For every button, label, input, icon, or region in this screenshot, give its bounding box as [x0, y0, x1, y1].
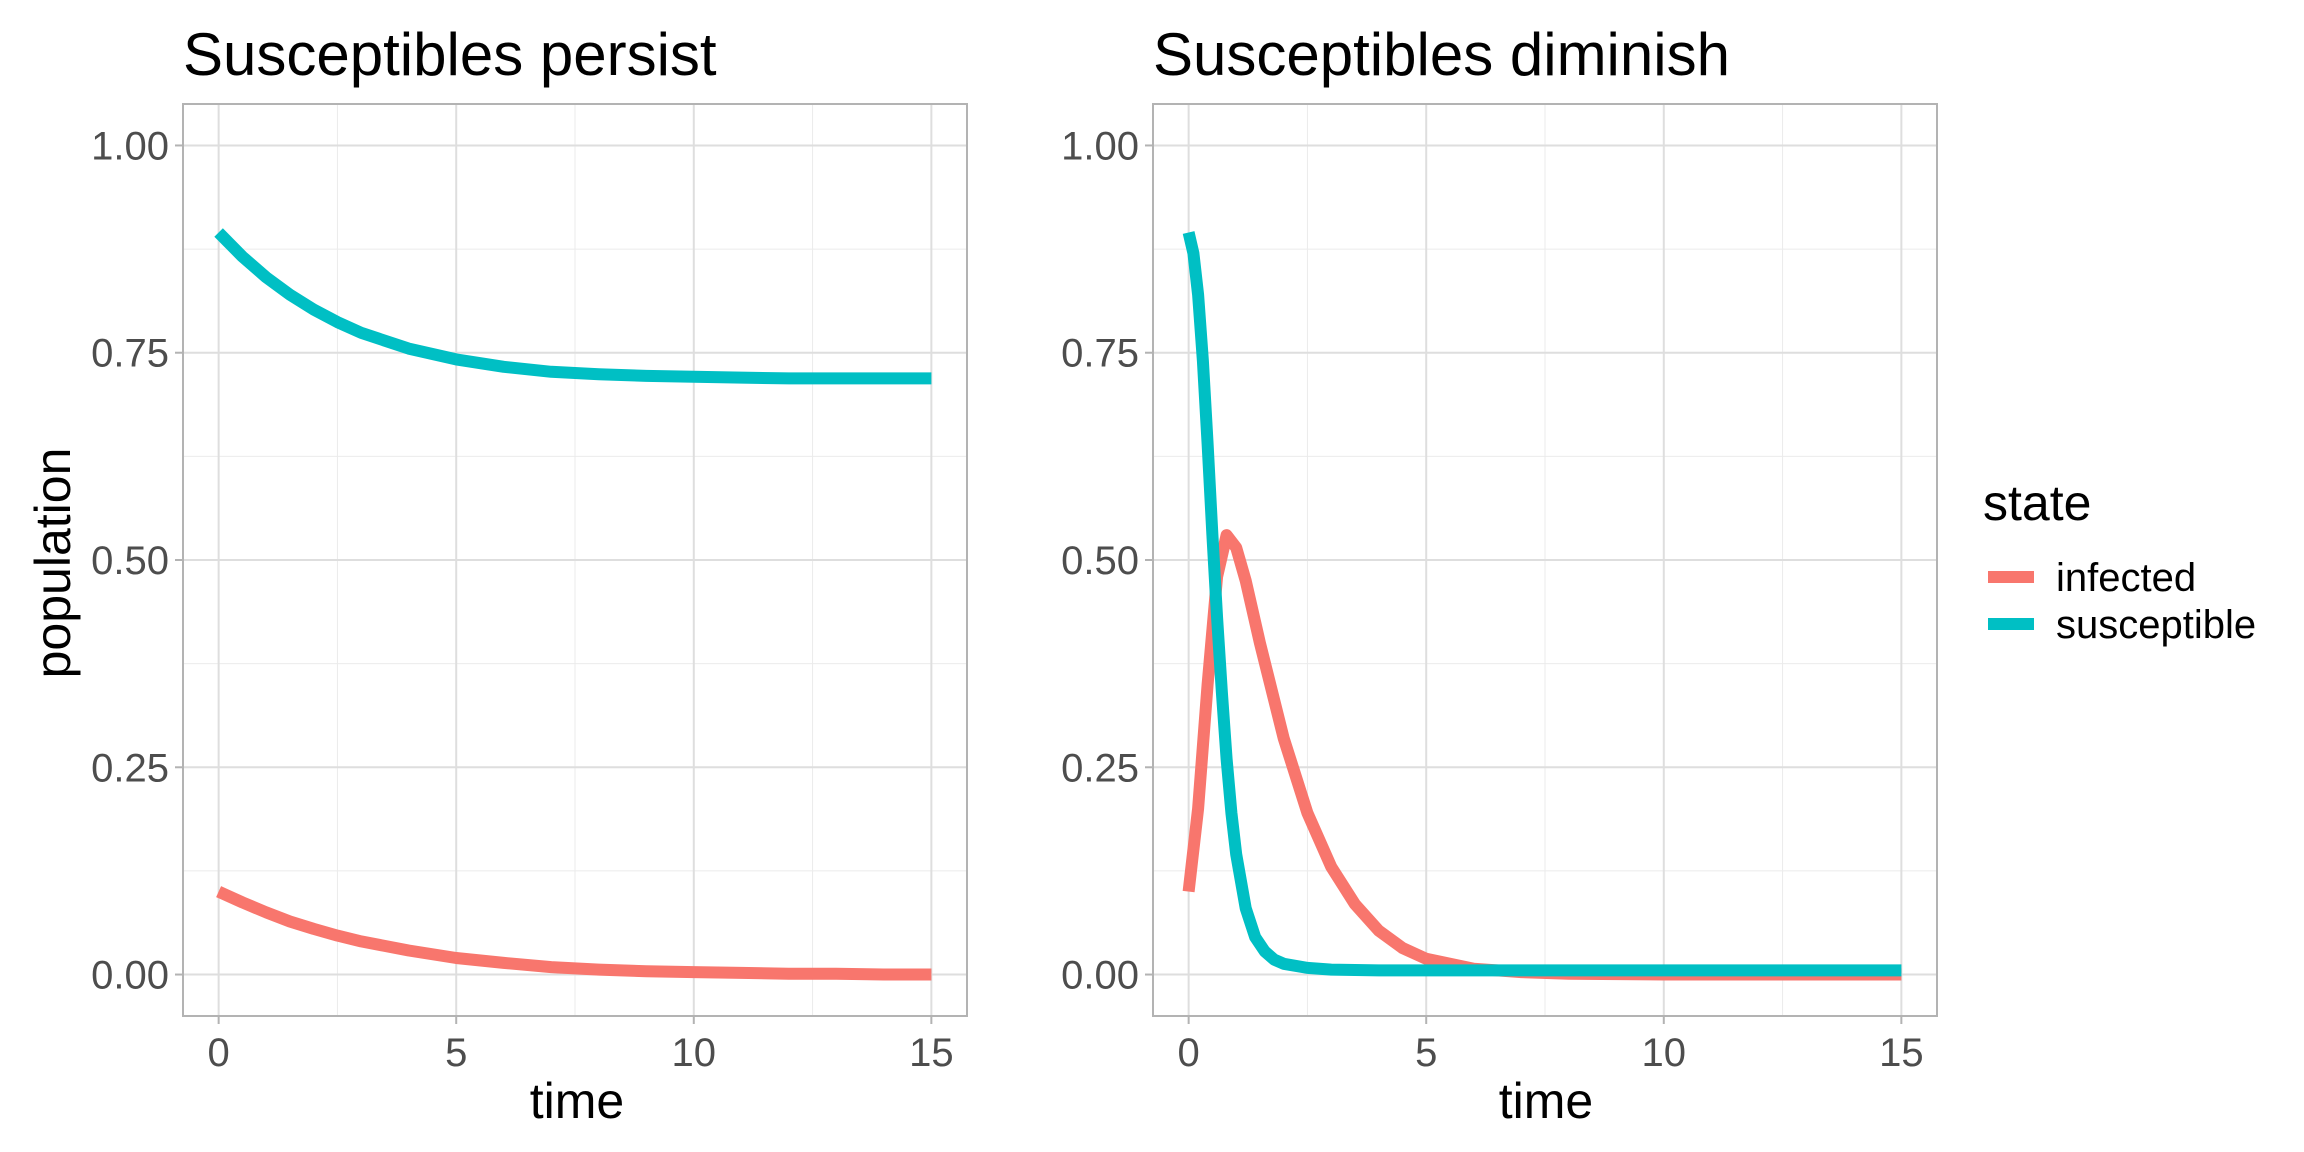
series-line-infected	[216, 886, 932, 981]
y-tick-label: 1.00	[91, 124, 169, 168]
panel-title: Susceptibles diminish	[1153, 21, 1730, 88]
panel-susceptibles-persist: Susceptibles persist 0 5 10 15 0.00 0.25 0.50…	[25, 21, 968, 1129]
y-tick-label: 0.50	[1061, 539, 1139, 583]
y-axis-ticks: 0.00 0.25 0.50 0.75 1.00	[91, 124, 183, 998]
y-tick-label: 0.75	[1061, 332, 1139, 376]
series-line-susceptible	[214, 228, 932, 385]
x-tick-label: 15	[1879, 1031, 1924, 1075]
x-tick-label: 0	[208, 1031, 230, 1075]
series-line-susceptible	[1182, 231, 1902, 977]
y-tick-label: 1.00	[1061, 124, 1139, 168]
grid	[1153, 104, 1937, 1016]
panel-susceptibles-diminish: Susceptibles diminish 0 5 10 15 0.00 0.25 0.5…	[1061, 21, 1938, 1129]
y-tick-label: 0.25	[1061, 746, 1139, 790]
x-tick-label: 15	[909, 1031, 954, 1075]
x-tick-label: 10	[1642, 1031, 1687, 1075]
x-tick-label: 10	[672, 1031, 717, 1075]
x-tick-label: 0	[1178, 1031, 1200, 1075]
x-axis-ticks: 0 5 10 15	[1178, 1016, 1924, 1075]
x-axis-ticks: 0 5 10 15	[208, 1016, 954, 1075]
y-axis-ticks: 0.00 0.25 0.50 0.75 1.00	[1061, 124, 1153, 998]
y-tick-label: 0.00	[1061, 954, 1139, 998]
series-layer	[1182, 231, 1902, 981]
legend-label-infected: infected	[2056, 556, 2196, 600]
legend: state infected susceptible	[1983, 475, 2256, 647]
series-layer	[214, 228, 932, 981]
legend-title: state	[1983, 475, 2091, 531]
panel-title: Susceptibles persist	[183, 21, 717, 88]
x-axis-title: time	[1499, 1073, 1593, 1129]
y-tick-label: 0.00	[91, 954, 169, 998]
y-tick-label: 0.50	[91, 539, 169, 583]
y-tick-label: 0.25	[91, 746, 169, 790]
x-tick-label: 5	[445, 1031, 467, 1075]
grid	[183, 104, 967, 1016]
x-tick-label: 5	[1415, 1031, 1437, 1075]
y-tick-label: 0.75	[91, 332, 169, 376]
legend-label-susceptible: susceptible	[2056, 603, 2256, 647]
x-axis-title: time	[530, 1073, 624, 1129]
y-axis-title: population	[25, 448, 81, 679]
